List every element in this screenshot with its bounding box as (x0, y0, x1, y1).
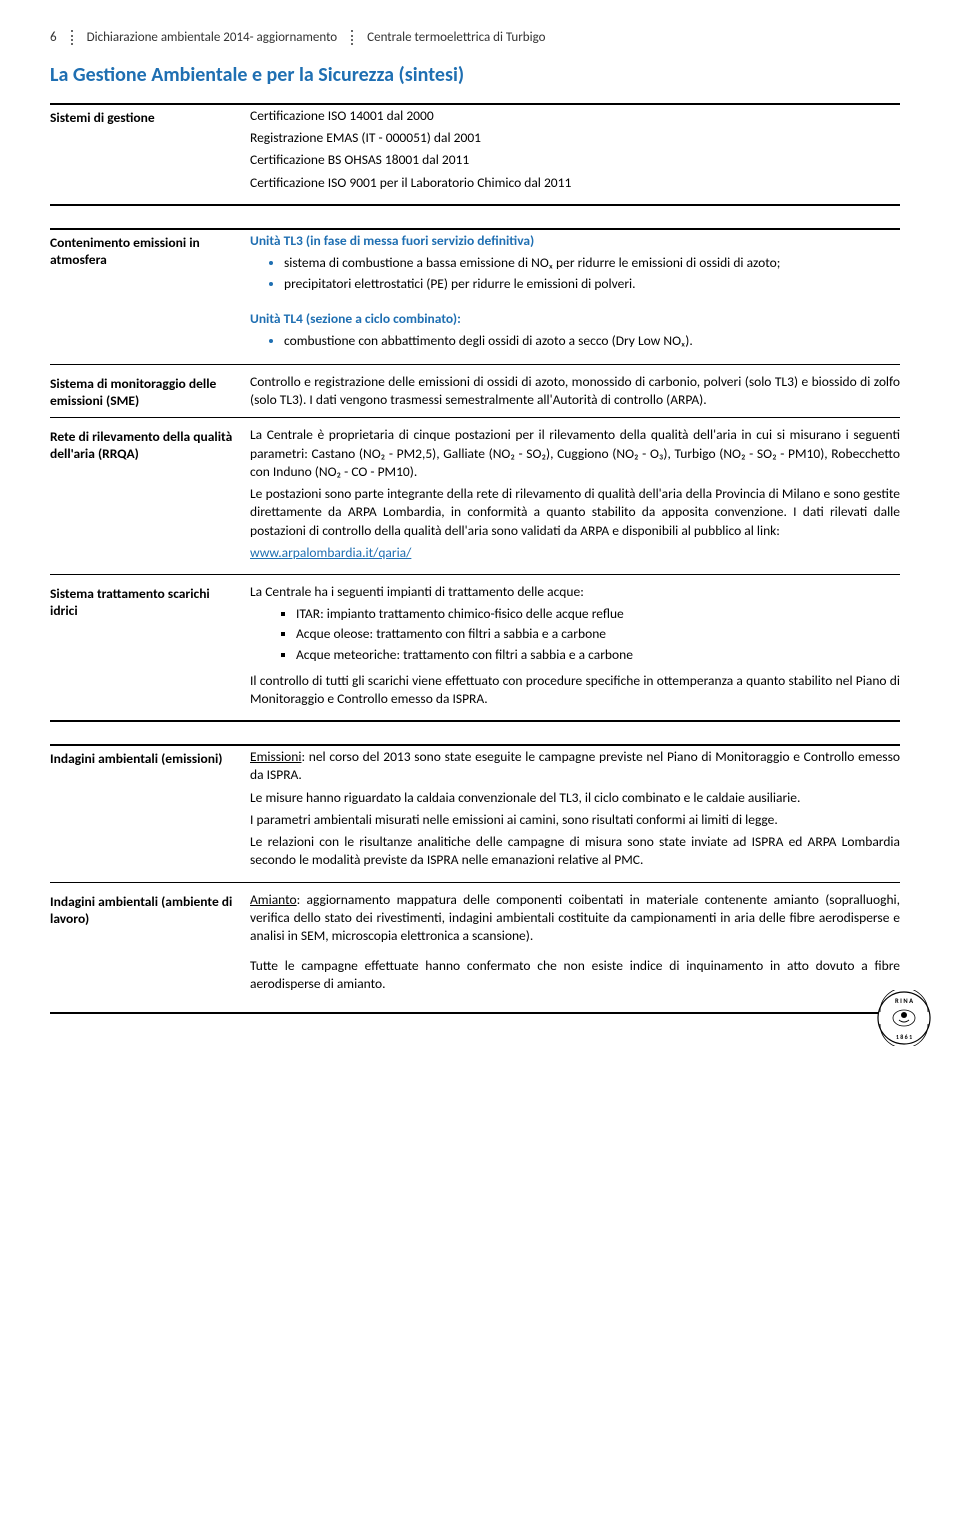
site-name: Centrale termoelettrica di Turbigo (353, 30, 545, 45)
scarichi-items: ITAR: impianto trattamento chimico-fisic… (250, 605, 900, 664)
emissioni-block: Indagini ambientali (emissioni) Emission… (50, 748, 900, 873)
scarichi-item: ITAR: impianto trattamento chimico-fisic… (296, 605, 900, 623)
tl3-bullet: sistema di combustione a bassa emissione… (284, 254, 900, 272)
tl3-bullets: sistema di combustione a bassa emissione… (250, 254, 900, 293)
ambiente-lavoro-p1: Amianto: aggiornamento mappatura delle c… (250, 891, 900, 946)
svg-text:R I N A: R I N A (895, 997, 913, 1005)
sistemi-line: Certificazione ISO 14001 dal 2000 (250, 107, 900, 125)
rrqa-body: La Centrale è proprietaria di cinque pos… (250, 426, 900, 566)
ambiente-lavoro-block: Indagini ambientali (ambiente di lavoro)… (50, 891, 900, 998)
sistemi-line: Registrazione EMAS (IT - 000051) dal 200… (250, 129, 900, 147)
sistemi-line: Certificazione BS OHSAS 18001 dal 2011 (250, 151, 900, 169)
sme-body: Controllo e registrazione delle emission… (250, 373, 900, 409)
ambiente-lavoro-p2: Tutte le campagne effettuate hanno confe… (250, 957, 900, 993)
emissioni-body: Emissioni: nel corso del 2013 sono state… (250, 748, 900, 873)
contenimento-block: Contenimento emissioni in atmosfera Unit… (50, 232, 900, 356)
contenimento-label: Contenimento emissioni in atmosfera (50, 232, 250, 356)
emissioni-p4: Le relazioni con le risultanze analitich… (250, 833, 900, 869)
rina-logo-icon: R I N A 1 8 6 1 (876, 990, 932, 1046)
scarichi-label: Sistema trattamento scarichi idrici (50, 583, 250, 712)
emissioni-p1: Emissioni: nel corso del 2013 sono state… (250, 748, 900, 784)
sistemi-label: Sistemi di gestione (50, 107, 250, 196)
tl3-title: Unità TL3 (in fase di messa fuori serviz… (250, 232, 900, 250)
page-header: 6 Dichiarazione ambientale 2014- aggiorn… (50, 30, 900, 45)
sistemi-body: Certificazione ISO 14001 dal 2000 Regist… (250, 107, 900, 196)
scarichi-footer: Il controllo di tutti gli scarichi viene… (250, 672, 900, 708)
emissioni-p2: Le misure hanno riguardato la caldaia co… (250, 789, 900, 807)
scarichi-body: La Centrale ha i seguenti impianti di tr… (250, 583, 900, 712)
sistemi-line: Certificazione ISO 9001 per il Laborator… (250, 174, 900, 192)
ambiente-lavoro-body: Amianto: aggiornamento mappatura delle c… (250, 891, 900, 998)
tl4-title: Unità TL4 (sezione a ciclo combinato): (250, 310, 900, 328)
sme-label: Sistema di monitoraggio delle emissioni … (50, 373, 250, 409)
scarichi-intro: La Centrale ha i seguenti impianti di tr… (250, 583, 900, 601)
ambiente-lavoro-label: Indagini ambientali (ambiente di lavoro) (50, 891, 250, 998)
rrqa-p1: La Centrale è proprietaria di cinque pos… (250, 426, 900, 481)
tl3-bullet: precipitatori elettrostatici (PE) per ri… (284, 275, 900, 293)
rrqa-link[interactable]: www.arpalombardia.it/qaria/ (250, 544, 411, 561)
page-number: 6 (50, 30, 73, 45)
contenimento-body: Unità TL3 (in fase di messa fuori serviz… (250, 232, 900, 356)
sme-block: Sistema di monitoraggio delle emissioni … (50, 373, 900, 409)
sistemi-block: Sistemi di gestione Certificazione ISO 1… (50, 107, 900, 196)
emissioni-p3: I parametri ambientali misurati nelle em… (250, 811, 900, 829)
rrqa-block: Rete di rilevamento della qualità dell'a… (50, 426, 900, 566)
tl4-bullet: combustione con abbattimento degli ossid… (284, 332, 900, 350)
rina-logo: R I N A 1 8 6 1 (876, 990, 932, 1046)
rrqa-p2: Le postazioni sono parte integrante dell… (250, 485, 900, 540)
svg-text:1 8 6 1: 1 8 6 1 (896, 1033, 912, 1041)
section-title: La Gestione Ambientale e per la Sicurezz… (50, 63, 900, 87)
rrqa-label: Rete di rilevamento della qualità dell'a… (50, 426, 250, 566)
scarichi-item: Acque oleose: trattamento con filtri a s… (296, 625, 900, 643)
scarichi-block: Sistema trattamento scarichi idrici La C… (50, 583, 900, 712)
emissioni-label: Indagini ambientali (emissioni) (50, 748, 250, 873)
tl4-bullets: combustione con abbattimento degli ossid… (250, 332, 900, 350)
scarichi-item: Acque meteoriche: trattamento con filtri… (296, 646, 900, 664)
doc-title: Dichiarazione ambientale 2014- aggiornam… (73, 30, 354, 45)
